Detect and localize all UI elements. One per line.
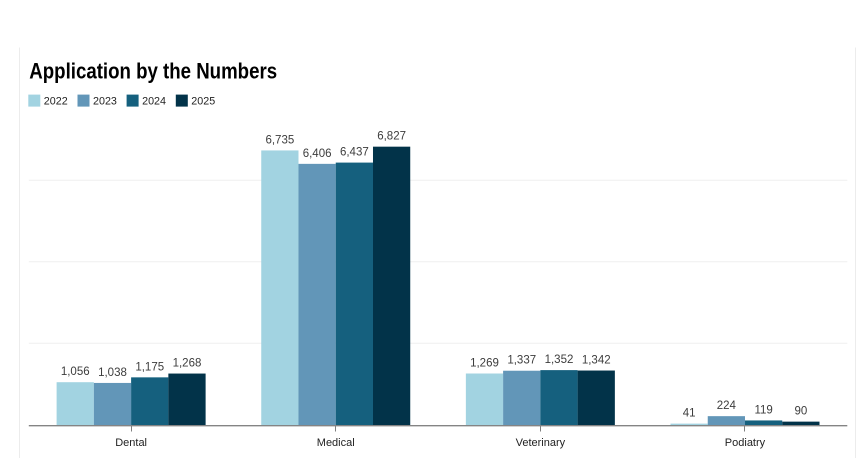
svg-text:2022: 2022 — [44, 96, 68, 108]
svg-text:Medical: Medical — [317, 437, 355, 449]
svg-text:1,056: 1,056 — [61, 366, 90, 378]
svg-text:2025: 2025 — [191, 96, 215, 108]
svg-text:Application by the Numbers: Application by the Numbers — [29, 59, 277, 84]
svg-text:Podiatry: Podiatry — [725, 437, 766, 449]
svg-text:6,437: 6,437 — [340, 147, 369, 159]
svg-text:1,269: 1,269 — [470, 358, 499, 370]
svg-text:1,352: 1,352 — [545, 354, 574, 366]
svg-text:90: 90 — [794, 406, 807, 418]
svg-text:6,406: 6,406 — [303, 148, 332, 160]
svg-text:1,175: 1,175 — [135, 361, 164, 373]
svg-text:224: 224 — [717, 400, 737, 412]
svg-text:6,827: 6,827 — [377, 131, 406, 143]
svg-text:6,735: 6,735 — [265, 134, 294, 146]
svg-text:1,342: 1,342 — [582, 355, 611, 367]
svg-text:119: 119 — [754, 404, 772, 416]
svg-text:1,038: 1,038 — [98, 367, 127, 379]
svg-text:2024: 2024 — [142, 96, 166, 108]
svg-text:2023: 2023 — [93, 96, 117, 108]
svg-text:Veterinary: Veterinary — [516, 437, 566, 449]
svg-text:41: 41 — [683, 408, 696, 420]
svg-text:1,268: 1,268 — [173, 358, 202, 370]
svg-text:1,337: 1,337 — [507, 355, 536, 367]
svg-text:Dental: Dental — [115, 437, 147, 449]
